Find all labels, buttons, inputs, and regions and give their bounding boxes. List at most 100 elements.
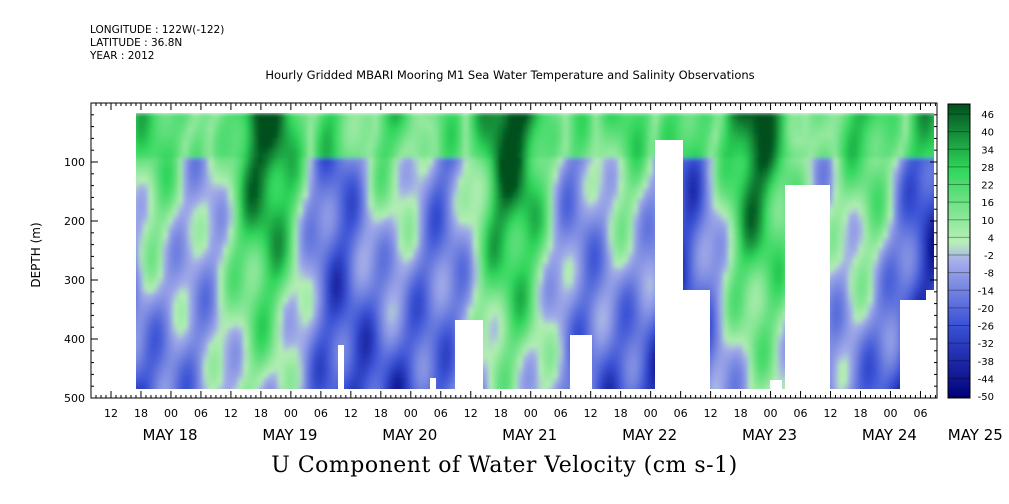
velocity-cell [463,113,469,119]
velocity-cell [423,143,429,149]
velocity-cell [488,373,494,379]
velocity-cell [423,283,429,289]
velocity-cell [318,153,324,159]
velocity-cell [418,218,424,224]
velocity-cell [218,138,224,144]
velocity-cell [458,128,464,134]
velocity-cell [238,188,244,194]
velocity-cell [278,218,284,224]
velocity-field [128,113,934,389]
velocity-cell [298,343,304,349]
velocity-cell [463,163,469,169]
velocity-cell [248,138,254,144]
velocity-cell [463,138,469,144]
velocity-cell [408,283,414,289]
velocity-cell [543,148,549,154]
velocity-cell [158,148,164,154]
velocity-cell [513,273,519,279]
velocity-cell [188,178,194,184]
velocity-cell [218,328,224,334]
velocity-cell [178,228,184,234]
velocity-cell [198,363,204,369]
velocity-cell [308,263,314,269]
velocity-cell [143,303,149,309]
velocity-cell [343,233,349,239]
velocity-cell [403,218,409,224]
velocity-cell [398,263,404,269]
velocity-cell [343,183,349,189]
velocity-cell [488,218,494,224]
velocity-cell [283,158,289,164]
velocity-cell [248,378,254,384]
velocity-cell [453,218,459,224]
velocity-cell [308,193,314,199]
velocity-cell [443,333,449,339]
velocity-cell [168,293,174,299]
velocity-cell [228,283,234,289]
velocity-cell [223,178,229,184]
velocity-cell [523,173,529,179]
velocity-cell [153,168,159,174]
velocity-cell [348,293,354,299]
velocity-cell [453,273,459,279]
velocity-cell [418,258,424,264]
velocity-cell [368,168,374,174]
velocity-cell [438,118,444,124]
velocity-cell [563,183,569,189]
velocity-cell [468,168,474,174]
velocity-cell [408,273,414,279]
velocity-cell [288,253,294,259]
velocity-cell [508,228,514,234]
velocity-cell [163,258,169,264]
velocity-cell [163,303,169,309]
velocity-cell [273,268,279,274]
velocity-cell [158,363,164,369]
velocity-cell [523,343,529,349]
velocity-cell [243,168,249,174]
velocity-cell [568,258,574,264]
velocity-cell [193,153,199,159]
velocity-cell [483,273,489,279]
velocity-cell [188,373,194,379]
velocity-cell [548,298,554,304]
velocity-cell [218,358,224,364]
velocity-cell [258,198,264,204]
velocity-cell [218,343,224,349]
velocity-cell [308,358,314,364]
velocity-cell [338,283,344,289]
velocity-cell [158,153,164,159]
velocity-cell [348,288,354,294]
velocity-cell [243,203,249,209]
velocity-cell [223,143,229,149]
velocity-cell [263,208,269,214]
velocity-cell [318,343,324,349]
velocity-cell [248,193,254,199]
velocity-cell [223,368,229,374]
velocity-cell [343,258,349,264]
velocity-cell [403,133,409,139]
velocity-cell [208,373,214,379]
velocity-cell [393,278,399,284]
velocity-cell [263,353,269,359]
velocity-cell [168,258,174,264]
velocity-cell [158,293,164,299]
velocity-cell [568,223,574,229]
velocity-cell [323,193,329,199]
velocity-cell [163,358,169,364]
velocity-cell [443,193,449,199]
velocity-cell [218,203,224,209]
velocity-cell [333,168,339,174]
velocity-cell [178,113,184,119]
velocity-cell [553,328,559,334]
velocity-cell [443,133,449,139]
velocity-cell [173,298,179,304]
velocity-cell [503,368,509,374]
velocity-cell [273,288,279,294]
velocity-cell [163,323,169,329]
velocity-cell [318,163,324,169]
velocity-cell [498,358,504,364]
velocity-cell [453,213,459,219]
velocity-cell [153,138,159,144]
velocity-cell [568,208,574,214]
velocity-cell [288,168,294,174]
